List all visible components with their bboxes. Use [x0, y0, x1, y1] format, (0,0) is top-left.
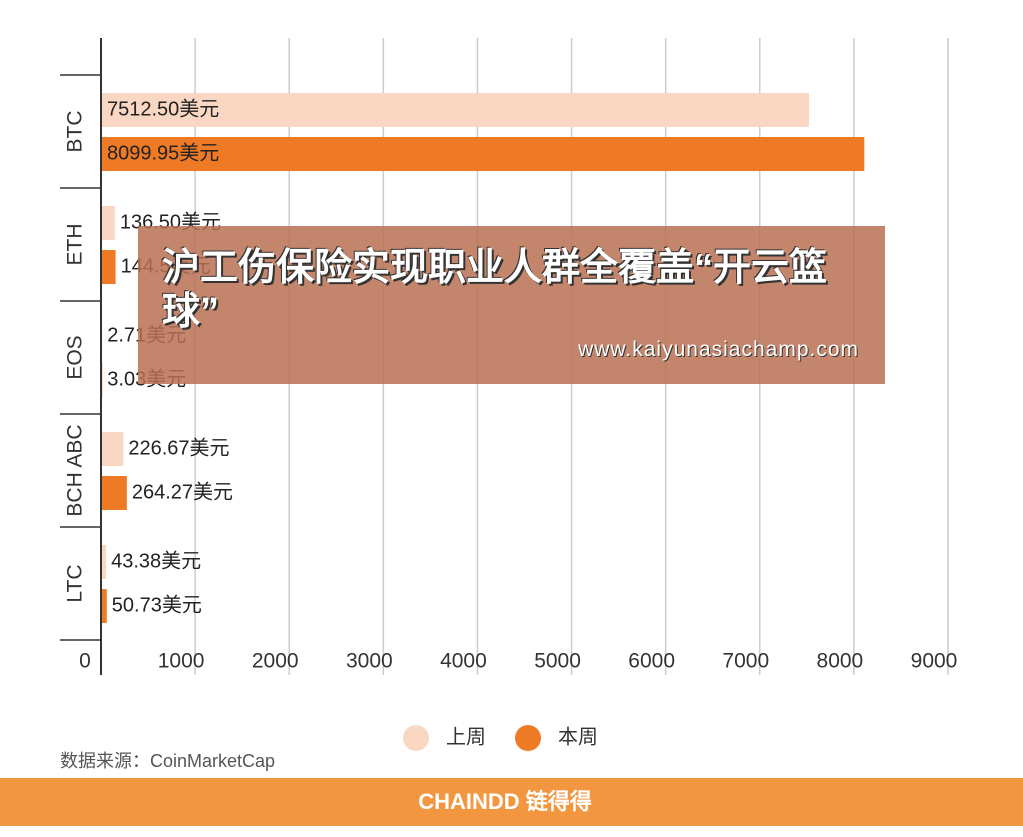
bar: [102, 93, 810, 127]
x-tick-label: 1000: [158, 650, 205, 673]
value-label: 8099.95美元: [107, 141, 219, 164]
x-tick-label: 4000: [440, 650, 487, 673]
footer-brand: CHAINDD 链得得: [418, 789, 592, 814]
legend-swatch: [403, 725, 429, 751]
y-tick-label: ETH: [64, 224, 87, 266]
legend-label: 上周: [446, 725, 486, 748]
value-label: 264.27美元: [132, 480, 233, 503]
overlay-title: 沪工伤保险实现职业人群全覆盖“开云篮球”: [162, 247, 828, 333]
bar: [102, 250, 116, 284]
bar: [102, 206, 115, 240]
y-tick-label: LTC: [64, 564, 87, 602]
bar: [102, 589, 107, 623]
legend-swatch: [515, 725, 541, 751]
x-tick-label: 3000: [346, 650, 393, 673]
value-label: 7512.50美元: [107, 97, 219, 120]
x-tick-label: 7000: [722, 650, 769, 673]
x-tick-label: 0: [79, 650, 91, 673]
value-label: 43.38美元: [111, 549, 201, 572]
x-tick-label: 8000: [817, 650, 864, 673]
y-tick-label: EOS: [64, 335, 87, 379]
legend-label: 本周: [558, 725, 598, 748]
x-tick-label: 5000: [534, 650, 581, 673]
bar: [102, 137, 865, 171]
x-tick-label: 9000: [911, 650, 958, 673]
source: 数据来源：CoinMarketCap: [60, 751, 275, 771]
overlay: 沪工伤保险实现职业人群全覆盖“开云篮球” www.kaiyunasiachamp…: [138, 226, 885, 384]
x-tick-label: 6000: [628, 650, 675, 673]
bar: [102, 476, 127, 510]
bar: [102, 545, 107, 579]
overlay-url: www.kaiyunasiachamp.com: [578, 338, 859, 361]
y-tick-label: BCH ABC: [64, 424, 87, 516]
value-label: 50.73美元: [112, 593, 202, 616]
y-tick-label: BTC: [64, 111, 87, 153]
value-label: 226.67美元: [128, 436, 229, 459]
bar: [102, 432, 124, 466]
footer-bar: [0, 778, 1023, 826]
x-tick-label: 2000: [252, 650, 299, 673]
